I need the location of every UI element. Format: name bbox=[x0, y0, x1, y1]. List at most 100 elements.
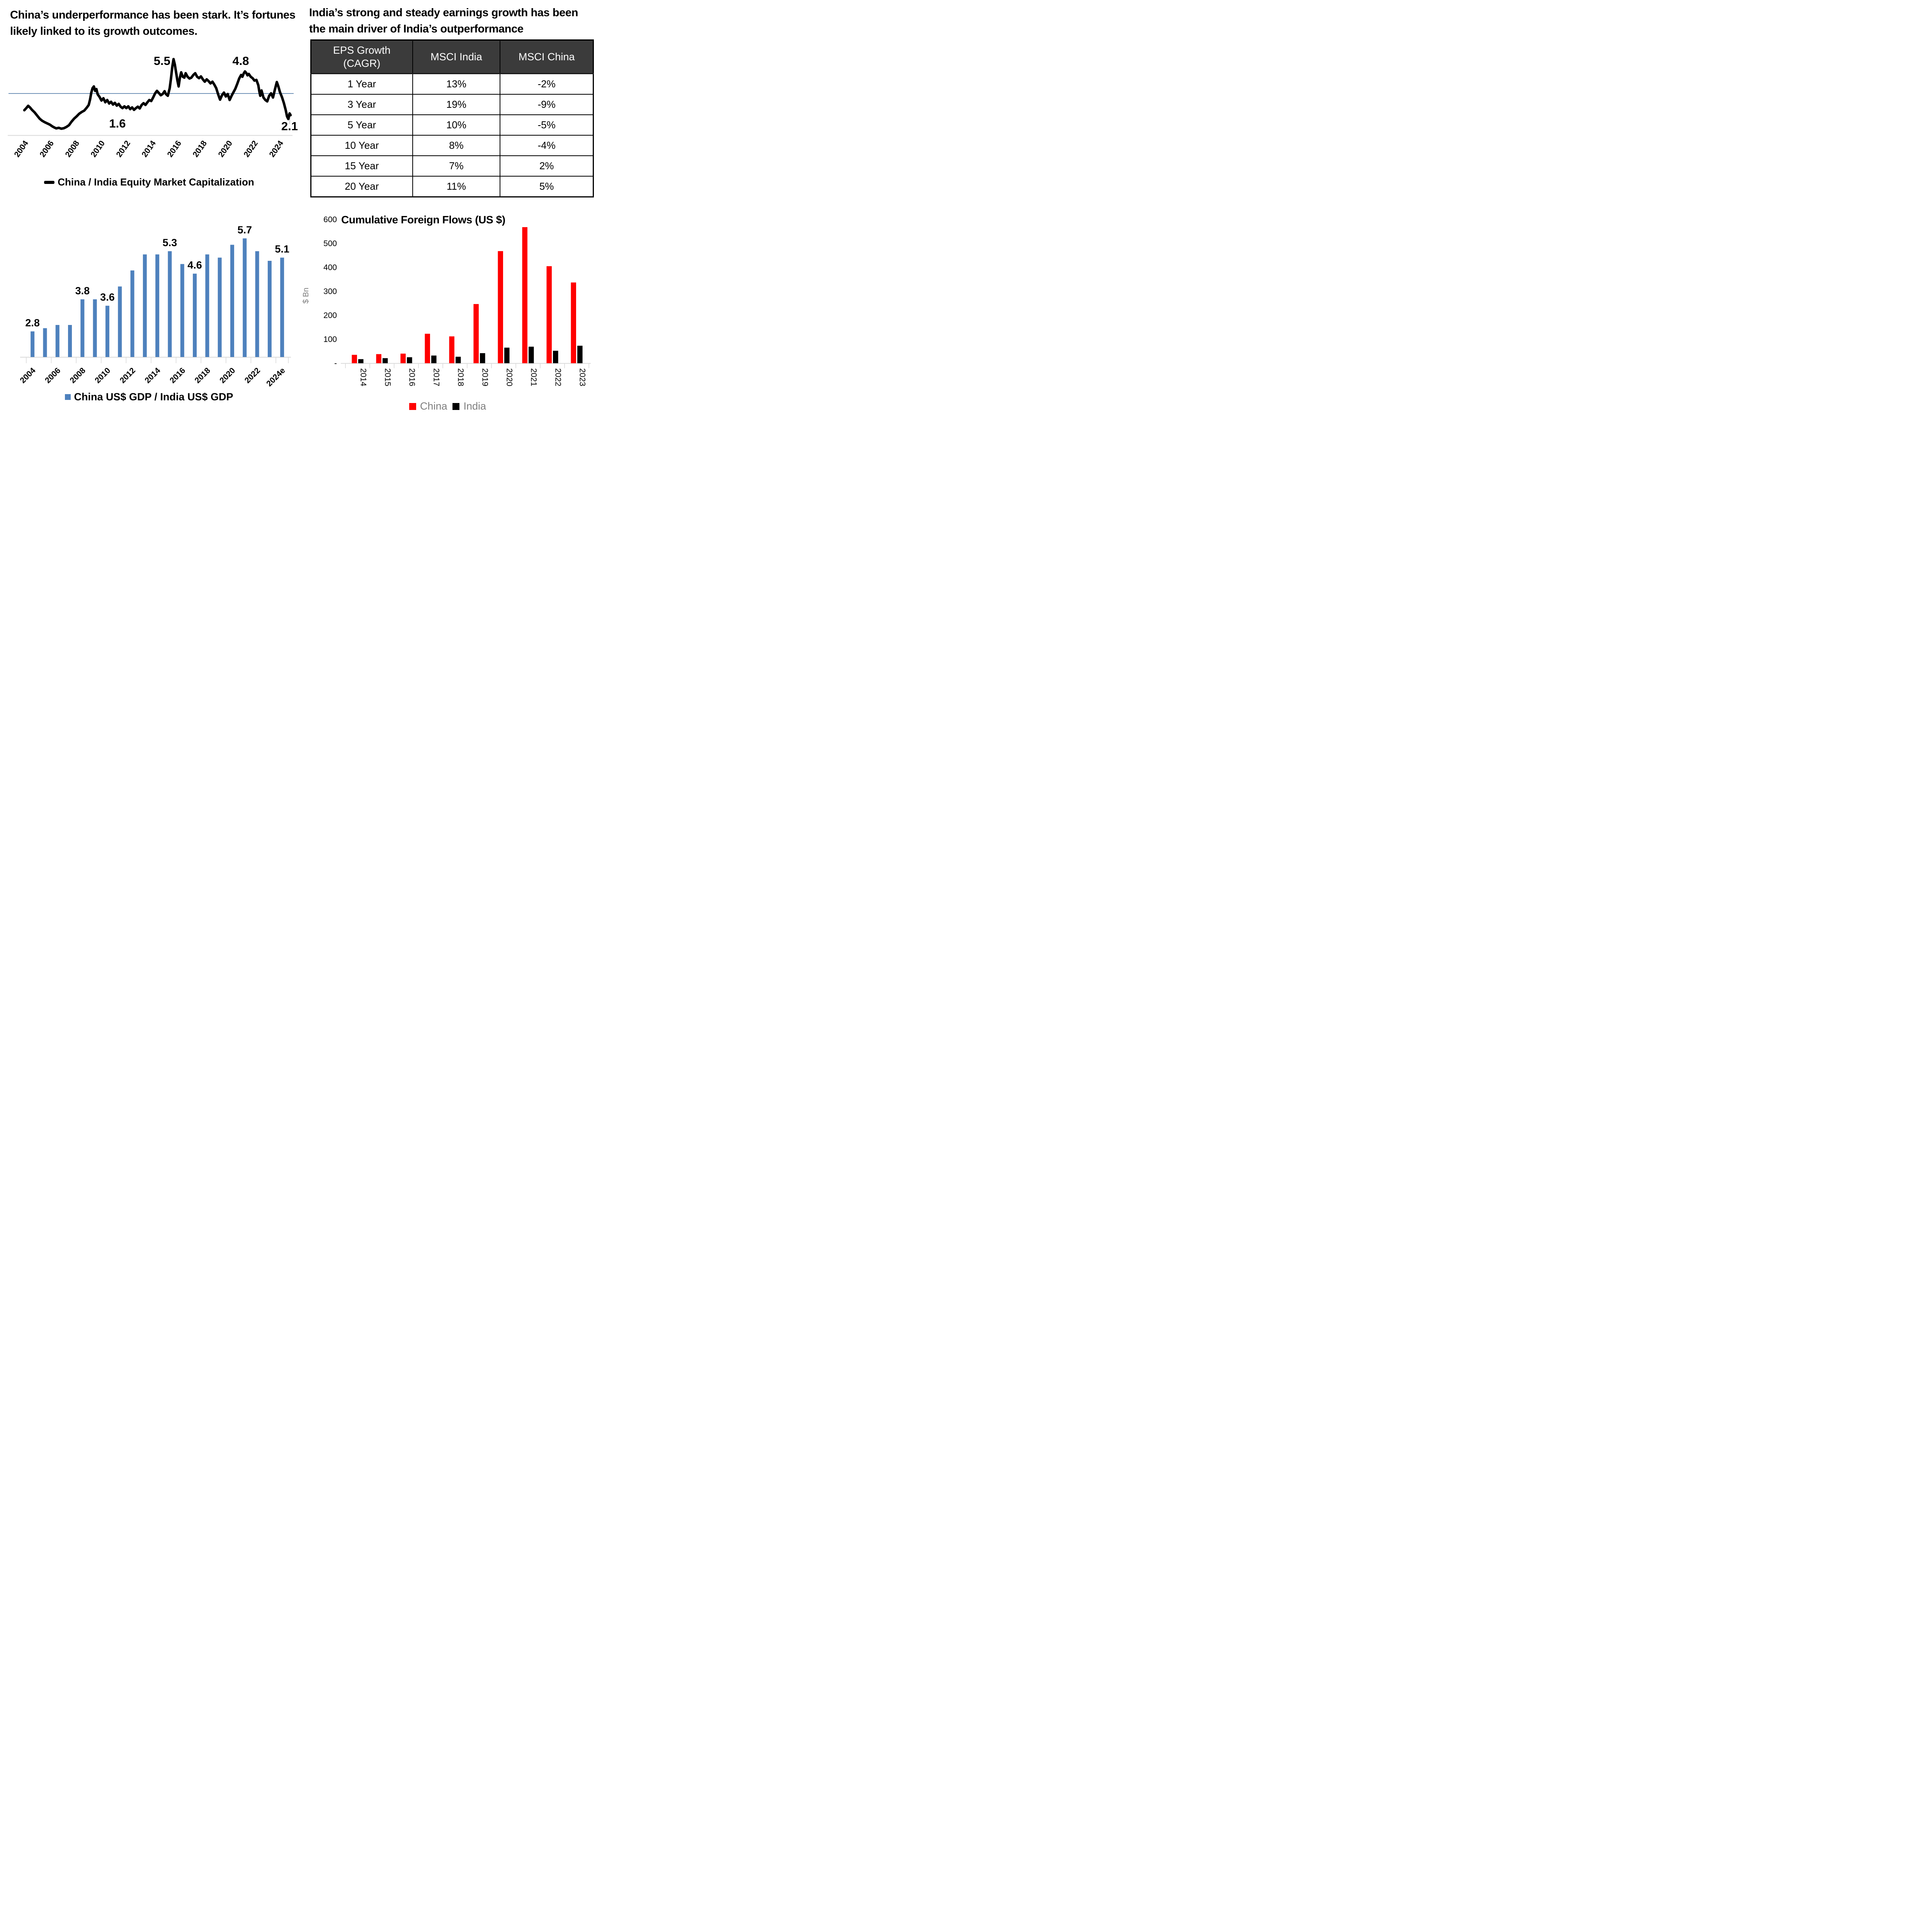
table-row-0: 1 Year 13% -2% bbox=[310, 73, 594, 95]
x-axis-label-2023: 2023 bbox=[578, 368, 587, 386]
bar-label-5.7: 5.7 bbox=[237, 224, 252, 236]
page-root: { "colors": { "line_series": "#000000", … bbox=[0, 0, 597, 413]
bar-label-3.6: 3.6 bbox=[100, 291, 115, 303]
bar-2013 bbox=[143, 254, 147, 357]
x-axis-label-2021: 2021 bbox=[529, 368, 538, 386]
panel-gdp-ratio: 2.8 3.8 3.6 5.3 4.6 5.7 5.1 2004 2006 2008 2010 201… bbox=[0, 201, 298, 413]
data-label-1.6: 1.6 bbox=[109, 117, 126, 130]
x-axis-label-2004: 2004 bbox=[12, 139, 30, 159]
eps-growth-table: EPS Growth (CAGR) MSCI India MSCI China 1 … bbox=[310, 39, 594, 197]
india-bar-2021 bbox=[529, 347, 534, 363]
x-axis-label-2022: 2022 bbox=[554, 368, 563, 386]
table-cell-1-2: -9% bbox=[500, 94, 594, 115]
table-cell-5-1: 11% bbox=[412, 176, 501, 197]
legend-item-india: India bbox=[452, 400, 486, 412]
india-bar-2018 bbox=[456, 357, 461, 363]
market-cap-legend: China / India Equity Market Capitalizati… bbox=[0, 176, 298, 188]
table-cell-3-2: -4% bbox=[500, 135, 594, 156]
table-cell-4-1: 7% bbox=[412, 155, 501, 177]
x-axis-label-2008: 2008 bbox=[68, 366, 88, 385]
india-bar-2015 bbox=[383, 358, 388, 363]
y-axis-label-600: 600 bbox=[323, 215, 337, 224]
data-label-5.5: 5.5 bbox=[154, 54, 170, 68]
x-axis-label-2024: 2024 bbox=[267, 139, 285, 159]
gdp-ratio-legend: China US$ GDP / India US$ GDP bbox=[0, 391, 298, 403]
bar-label-5.3: 5.3 bbox=[163, 237, 177, 248]
bar-2023 bbox=[267, 261, 272, 357]
china-bar-2019 bbox=[473, 304, 479, 363]
china-bar-2016 bbox=[400, 354, 406, 363]
line-series-marker bbox=[44, 180, 55, 184]
x-axis-label-2018: 2018 bbox=[456, 368, 465, 386]
table-header-cell-0: EPS Growth (CAGR) bbox=[310, 39, 413, 74]
india-series-marker bbox=[452, 403, 460, 410]
x-axis-label-2018: 2018 bbox=[193, 366, 213, 385]
bar-2019 bbox=[218, 257, 222, 357]
bar-2009 bbox=[93, 299, 97, 357]
table-cell-2-1: 10% bbox=[412, 114, 501, 136]
x-axis-label-2016: 2016 bbox=[165, 139, 183, 159]
bar-2011 bbox=[118, 286, 122, 357]
bar-2004 bbox=[31, 331, 35, 357]
x-axis-label-2010: 2010 bbox=[93, 366, 112, 385]
india-bar-2023 bbox=[577, 345, 583, 363]
china-bar-2020 bbox=[498, 251, 503, 363]
india-bar-2022 bbox=[553, 350, 558, 363]
bar-label-4.6: 4.6 bbox=[187, 259, 202, 271]
india-bar-2020 bbox=[504, 347, 510, 363]
bar-2022 bbox=[255, 251, 259, 357]
table-cell-5-2: 5% bbox=[500, 176, 594, 197]
x-axis-label-2018: 2018 bbox=[191, 139, 209, 159]
bar-2005 bbox=[43, 328, 47, 357]
bar-2018 bbox=[205, 254, 209, 357]
x-axis-label-2006: 2006 bbox=[38, 139, 56, 159]
china-bar-2021 bbox=[522, 227, 527, 363]
india-legend-label: India bbox=[463, 400, 486, 412]
china-bar-2014 bbox=[352, 355, 357, 363]
market-cap-legend-label: China / India Equity Market Capitalizati… bbox=[58, 176, 254, 188]
china-bar-2023 bbox=[571, 282, 576, 363]
foreign-flows-legend: China India bbox=[298, 400, 597, 412]
india-bar-2017 bbox=[431, 355, 437, 363]
table-header-cell-1: MSCI India bbox=[412, 39, 501, 74]
eps-table-body: 1 Year 13% -2% 3 Year 19% -9% 5 Year 10% -5% 10 Y… bbox=[310, 73, 594, 197]
y-axis-label-500: 500 bbox=[323, 239, 337, 248]
table-cell-4-0: 15 Year bbox=[310, 155, 413, 177]
table-cell-0-2: -2% bbox=[500, 73, 594, 95]
table-row-5: 20 Year 11% 5% bbox=[310, 176, 594, 197]
table-cell-2-2: -5% bbox=[500, 114, 594, 136]
bar-2006 bbox=[55, 325, 60, 357]
india-bar-2019 bbox=[480, 353, 485, 363]
bar-2021 bbox=[243, 238, 247, 357]
line-series bbox=[23, 58, 292, 130]
x-axis-label-2014: 2014 bbox=[140, 139, 158, 159]
x-axis-label-2014: 2014 bbox=[143, 366, 162, 385]
table-row-1: 3 Year 19% -9% bbox=[310, 94, 594, 115]
china-bar-2022 bbox=[546, 266, 552, 363]
y-axis-label--: - bbox=[334, 359, 337, 368]
table-row-4: 15 Year 7% 2% bbox=[310, 155, 594, 177]
china-bar-2017 bbox=[425, 333, 430, 363]
x-axis-label-2016: 2016 bbox=[408, 368, 417, 386]
table-header-cell-2: MSCI China bbox=[500, 39, 594, 74]
bar-2020 bbox=[230, 245, 234, 357]
y-axis-label-100: 100 bbox=[323, 335, 337, 344]
india-bar-2016 bbox=[407, 357, 412, 363]
bar-2016 bbox=[180, 264, 184, 357]
x-axis-label-2016: 2016 bbox=[168, 366, 187, 385]
foreign-flows-bar-chart: - 100 200 300 400 500 600 2014 2015 2016 2017 2018 2… bbox=[302, 215, 591, 386]
legend-item-china: China bbox=[409, 400, 447, 412]
bar-label-5.1: 5.1 bbox=[275, 243, 289, 255]
table-cell-3-1: 8% bbox=[412, 135, 501, 156]
bar-2008 bbox=[80, 299, 85, 357]
panel-eps-table: India’s strong and steady earnings growt… bbox=[298, 0, 597, 201]
x-axis-label-2015: 2015 bbox=[383, 368, 392, 386]
y-axis-label-300: 300 bbox=[323, 287, 337, 296]
x-axis-label-2010: 2010 bbox=[89, 139, 107, 159]
x-axis-label-2019: 2019 bbox=[481, 368, 490, 386]
table-cell-4-2: 2% bbox=[500, 155, 594, 177]
china-legend-label: China bbox=[420, 400, 447, 412]
table-row-2: 5 Year 10% -5% bbox=[310, 114, 594, 136]
bar-2014 bbox=[155, 254, 160, 357]
eps-table-title: India’s strong and steady earnings growt… bbox=[309, 7, 578, 35]
